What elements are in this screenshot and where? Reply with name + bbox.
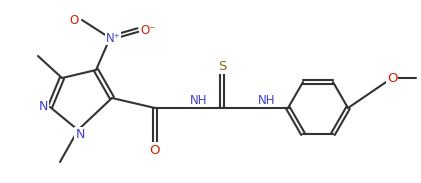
Text: NH: NH bbox=[190, 94, 208, 107]
Text: N: N bbox=[75, 128, 85, 141]
Text: O: O bbox=[69, 14, 79, 27]
Text: NH: NH bbox=[258, 94, 275, 107]
Text: S: S bbox=[218, 59, 226, 72]
Text: O⁻: O⁻ bbox=[140, 23, 156, 36]
Text: O: O bbox=[387, 72, 397, 85]
Text: N: N bbox=[38, 100, 48, 113]
Text: O: O bbox=[150, 143, 160, 156]
Text: N⁺: N⁺ bbox=[106, 31, 120, 44]
